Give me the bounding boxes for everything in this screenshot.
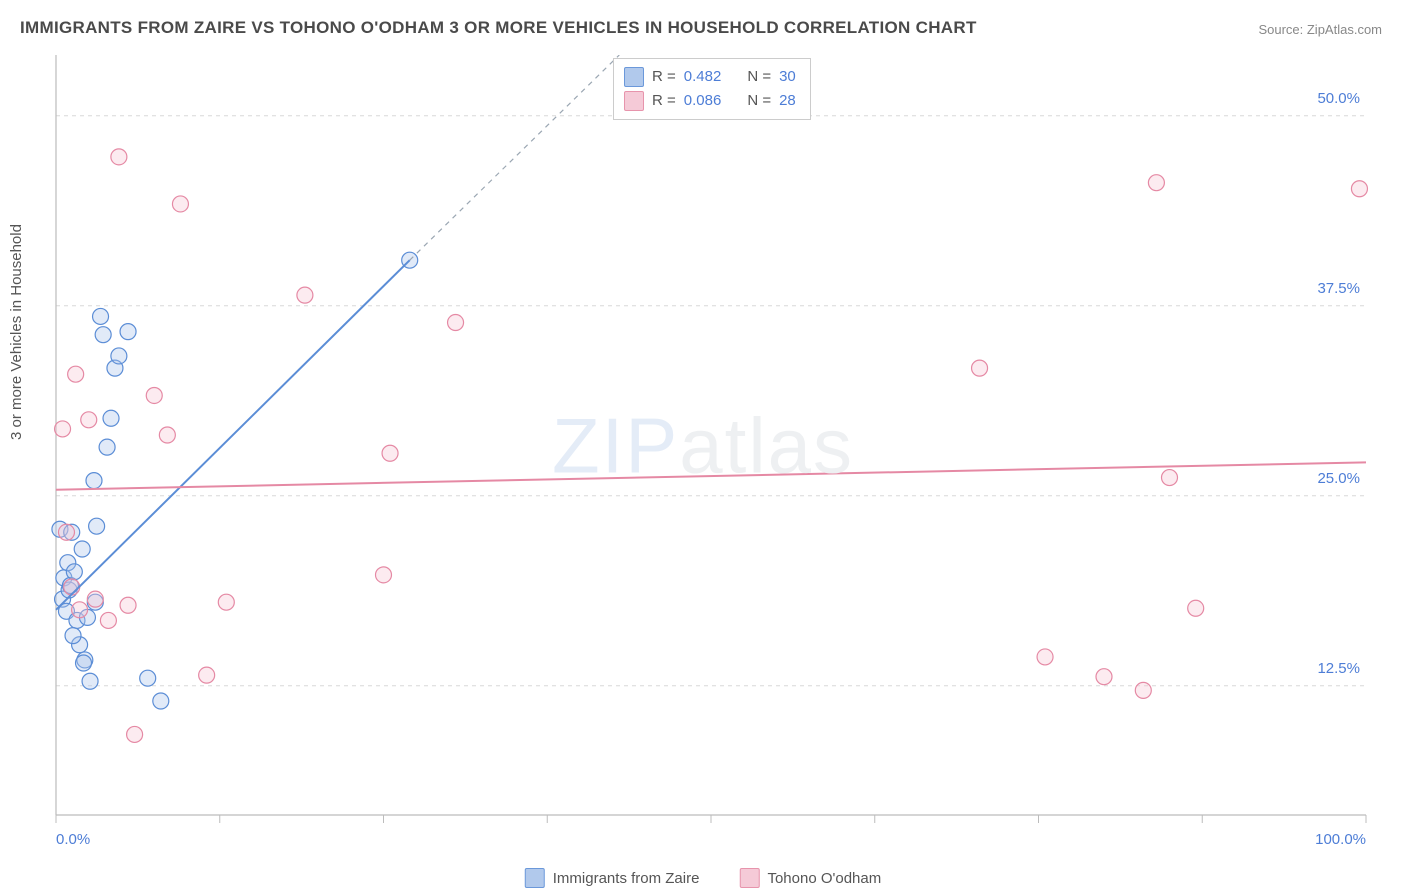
legend-label-2: Tohono O'odham [767,870,881,887]
y-tick-label: 12.5% [1317,660,1360,677]
chart-title: IMMIGRANTS FROM ZAIRE VS TOHONO O'ODHAM … [20,18,977,38]
scatter-plot-svg [50,55,1386,835]
y-tick-label: 25.0% [1317,470,1360,487]
y-tick-label: 37.5% [1317,280,1360,297]
stats-n-label: N = [747,89,771,113]
source-attribution: Source: ZipAtlas.com [1258,22,1382,37]
correlation-stats-box: R = 0.482 N = 30 R = 0.086 N = 28 [613,58,811,120]
swatch-series1 [624,67,644,87]
legend-swatch-1 [525,868,545,888]
legend-item-series2: Tohono O'odham [739,868,881,888]
stats-r-label: R = [652,65,676,89]
legend-item-series1: Immigrants from Zaire [525,868,700,888]
legend: Immigrants from Zaire Tohono O'odham [525,868,881,888]
legend-label-1: Immigrants from Zaire [553,870,700,887]
y-axis-label: 3 or more Vehicles in Household [8,224,25,440]
stats-n-value-1: 30 [779,65,796,89]
stats-row-series2: R = 0.086 N = 28 [624,89,796,113]
x-tick-label: 0.0% [56,831,90,848]
x-tick-label: 100.0% [1315,831,1366,848]
chart-area: 12.5%25.0%37.5%50.0%0.0%100.0% [50,55,1386,835]
swatch-series2 [624,91,644,111]
stats-r-label: R = [652,89,676,113]
stats-n-value-2: 28 [779,89,796,113]
stats-r-value-2: 0.086 [684,89,722,113]
stats-row-series1: R = 0.482 N = 30 [624,65,796,89]
stats-r-value-1: 0.482 [684,65,722,89]
legend-swatch-2 [739,868,759,888]
y-tick-label: 50.0% [1317,90,1360,107]
stats-n-label: N = [747,65,771,89]
